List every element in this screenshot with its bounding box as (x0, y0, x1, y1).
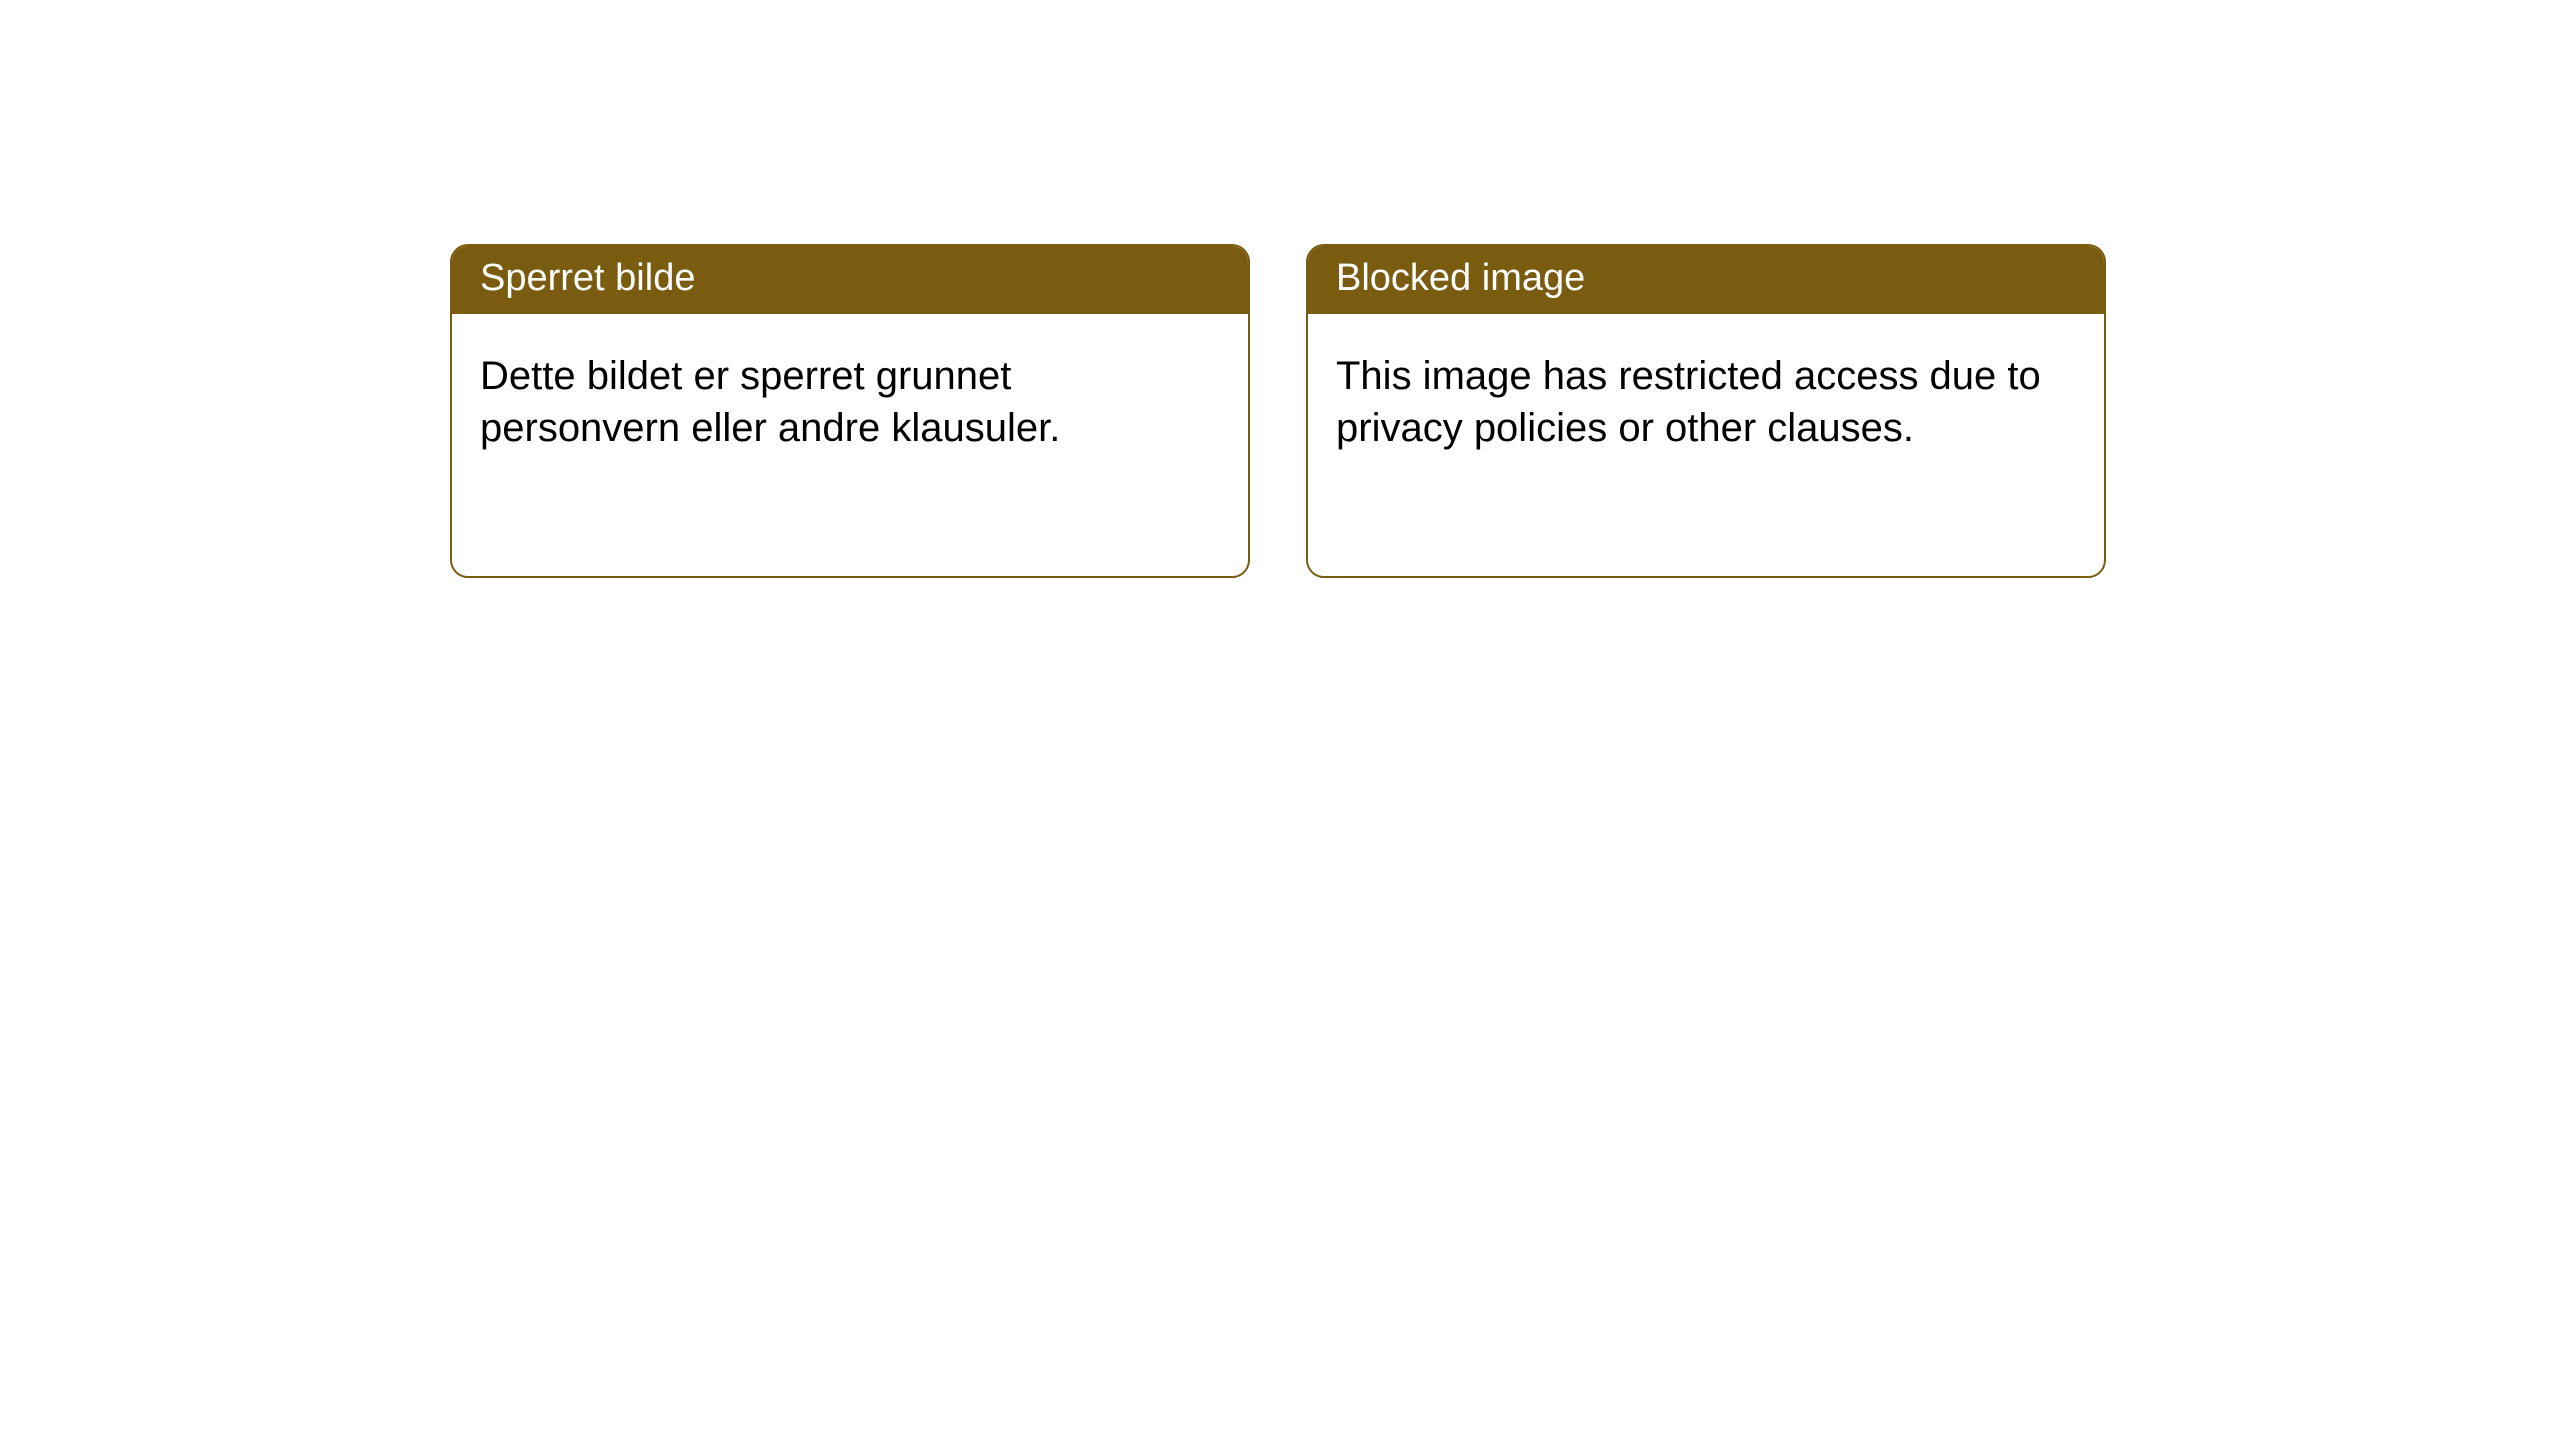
notice-body-norwegian: Dette bildet er sperret grunnet personve… (452, 314, 1248, 492)
notice-header-english: Blocked image (1308, 246, 2104, 314)
notice-container: Sperret bilde Dette bildet er sperret gr… (0, 0, 2560, 578)
notice-card-norwegian: Sperret bilde Dette bildet er sperret gr… (450, 244, 1250, 578)
notice-card-english: Blocked image This image has restricted … (1306, 244, 2106, 578)
notice-header-norwegian: Sperret bilde (452, 246, 1248, 314)
notice-body-english: This image has restricted access due to … (1308, 314, 2104, 492)
